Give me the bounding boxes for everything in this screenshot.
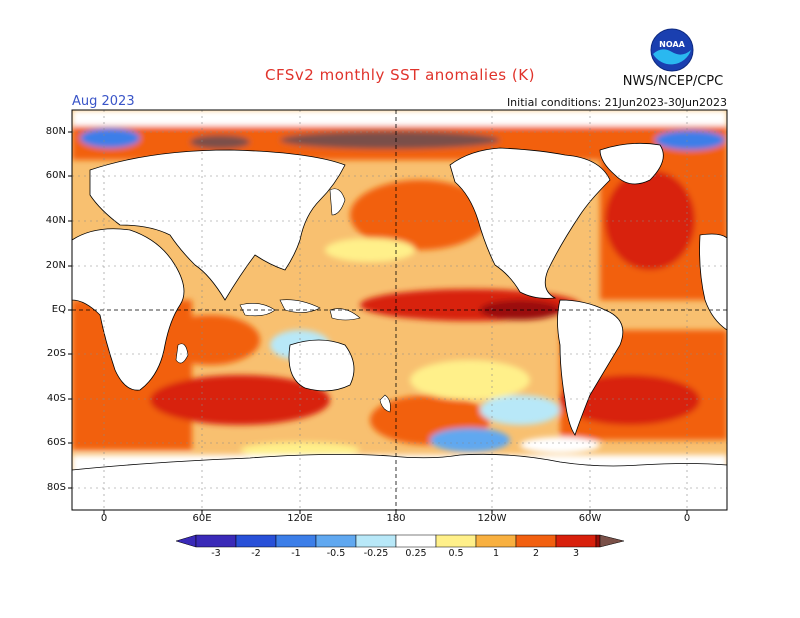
noaa-logo-icon: NOAA [650, 28, 694, 72]
lon-label: 60E [192, 513, 212, 524]
colorbar-label: -0.5 [326, 548, 346, 559]
north-america [449, 147, 611, 299]
colorbar [175, 534, 625, 548]
colorbar-label: 2 [532, 548, 540, 559]
lat-label: 80N [45, 126, 66, 137]
madagascar [175, 343, 189, 364]
lat-label: 20S [46, 348, 66, 359]
colorbar-label: 3 [572, 548, 580, 559]
lat-label: 80S [46, 482, 66, 493]
colorbar-label: 0.5 [448, 548, 464, 559]
initial-conditions: Initial conditions: 21Jun2023-30Jun2023 [506, 96, 727, 109]
colorbar-label: -1 [291, 548, 301, 559]
colorbar-label: -2 [251, 548, 261, 559]
greenland [599, 142, 664, 185]
agency-label: NWS/NCEP/CPC [622, 74, 724, 89]
colorbar-label: -0.25 [363, 548, 389, 559]
colorbar-seg [175, 534, 197, 548]
lon-label: 180 [386, 513, 406, 524]
lat-label: EQ [51, 304, 66, 315]
colorbar-seg [195, 534, 237, 548]
colorbar-label: 0.25 [405, 548, 427, 559]
south-america [557, 299, 624, 436]
lat-label: 60N [45, 170, 66, 181]
colorbar-seg [595, 534, 601, 548]
lon-label: 60W [578, 513, 602, 524]
antarctica [72, 453, 727, 510]
lon-label: 120E [287, 513, 313, 524]
forecast-month: Aug 2023 [72, 94, 135, 109]
lon-label: 120W [477, 513, 507, 524]
new-zealand [379, 394, 391, 413]
lat-label: 60S [46, 437, 66, 448]
lat-label: 20N [45, 260, 66, 271]
lat-label: 40N [45, 215, 66, 226]
chart-title: CFSv2 monthly SST anomalies (K) [265, 66, 535, 84]
colorbar-seg [315, 534, 357, 548]
africa [72, 228, 185, 391]
logo-text: NOAA [659, 40, 685, 49]
colorbar-seg [555, 534, 597, 548]
colorbar-seg [395, 534, 437, 548]
eurasia [89, 149, 346, 301]
lat-label: 40S [46, 393, 66, 404]
lon-label: 0 [683, 513, 691, 524]
lon-label: 0 [100, 513, 108, 524]
australia [288, 339, 355, 392]
africa-west [699, 233, 727, 331]
colorbar-seg [355, 534, 397, 548]
colorbar-seg [435, 534, 477, 548]
colorbar-seg [599, 534, 625, 548]
axis-ticks [68, 131, 688, 514]
colorbar-label: 1 [492, 548, 500, 559]
japan [329, 188, 346, 216]
colorbar-seg [275, 534, 317, 548]
colorbar-seg [235, 534, 277, 548]
colorbar-seg [515, 534, 557, 548]
colorbar-label: -3 [211, 548, 221, 559]
colorbar-seg [475, 534, 517, 548]
